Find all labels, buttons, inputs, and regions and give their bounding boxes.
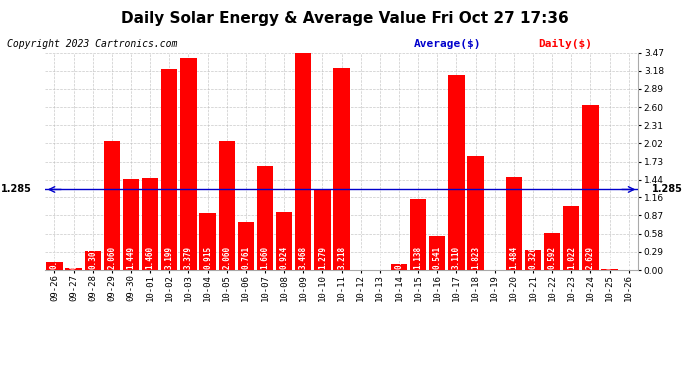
Text: 0.915: 0.915 xyxy=(203,246,212,269)
Bar xyxy=(506,177,522,270)
Bar xyxy=(66,268,81,270)
Text: 0.000: 0.000 xyxy=(490,246,499,269)
Text: 3.468: 3.468 xyxy=(299,246,308,269)
Text: 0.924: 0.924 xyxy=(279,246,288,269)
Text: 3.110: 3.110 xyxy=(452,246,461,269)
Text: Daily Solar Energy & Average Value Fri Oct 27 17:36: Daily Solar Energy & Average Value Fri O… xyxy=(121,11,569,26)
Text: 2.629: 2.629 xyxy=(586,246,595,269)
Bar xyxy=(563,206,580,270)
Bar xyxy=(199,213,216,270)
Text: 0.131: 0.131 xyxy=(50,246,59,269)
Text: 1.022: 1.022 xyxy=(566,246,575,269)
Text: 2.060: 2.060 xyxy=(108,246,117,269)
Bar xyxy=(46,262,63,270)
Bar xyxy=(161,69,177,270)
Bar xyxy=(314,190,331,270)
Text: 1.460: 1.460 xyxy=(146,246,155,269)
Text: 0.092: 0.092 xyxy=(395,246,404,269)
Text: 0.000: 0.000 xyxy=(356,246,365,269)
Bar xyxy=(295,53,311,270)
Text: Average($): Average($) xyxy=(414,39,482,50)
Bar xyxy=(410,199,426,270)
Text: Copyright 2023 Cartronics.com: Copyright 2023 Cartronics.com xyxy=(7,39,177,50)
Text: 1.449: 1.449 xyxy=(126,246,135,269)
Bar xyxy=(582,105,598,270)
Bar xyxy=(525,250,541,270)
Bar xyxy=(180,58,197,270)
Text: 0.307: 0.307 xyxy=(88,246,97,269)
Bar xyxy=(142,178,158,270)
Text: 1.285: 1.285 xyxy=(1,184,32,195)
Text: 0.761: 0.761 xyxy=(241,246,250,269)
Bar xyxy=(276,212,293,270)
Bar xyxy=(104,141,120,270)
Text: 3.199: 3.199 xyxy=(165,246,174,269)
Text: 3.218: 3.218 xyxy=(337,246,346,269)
Bar xyxy=(237,222,254,270)
Bar xyxy=(544,233,560,270)
Text: 1.823: 1.823 xyxy=(471,246,480,269)
Text: 0.000: 0.000 xyxy=(375,246,384,269)
Text: 0.541: 0.541 xyxy=(433,246,442,269)
Text: 0.009: 0.009 xyxy=(605,246,614,269)
Text: 1.285: 1.285 xyxy=(651,184,682,195)
Bar xyxy=(602,269,618,270)
Text: 0.000: 0.000 xyxy=(624,246,633,269)
Text: 1.484: 1.484 xyxy=(509,246,518,269)
Text: 0.326: 0.326 xyxy=(529,246,538,269)
Text: 1.660: 1.660 xyxy=(261,246,270,269)
Bar xyxy=(448,75,464,270)
Bar xyxy=(85,251,101,270)
Bar xyxy=(391,264,407,270)
Text: Daily($): Daily($) xyxy=(538,39,592,50)
Text: 1.279: 1.279 xyxy=(318,246,327,269)
Bar xyxy=(333,68,350,270)
Bar xyxy=(257,166,273,270)
Text: 1.138: 1.138 xyxy=(413,246,422,269)
Bar xyxy=(123,179,139,270)
Text: 2.060: 2.060 xyxy=(222,246,231,269)
Bar xyxy=(429,236,446,270)
Text: 3.379: 3.379 xyxy=(184,246,193,269)
Text: 0.592: 0.592 xyxy=(548,246,557,269)
Bar xyxy=(467,156,484,270)
Bar xyxy=(219,141,235,270)
Text: 0.025: 0.025 xyxy=(69,246,78,269)
